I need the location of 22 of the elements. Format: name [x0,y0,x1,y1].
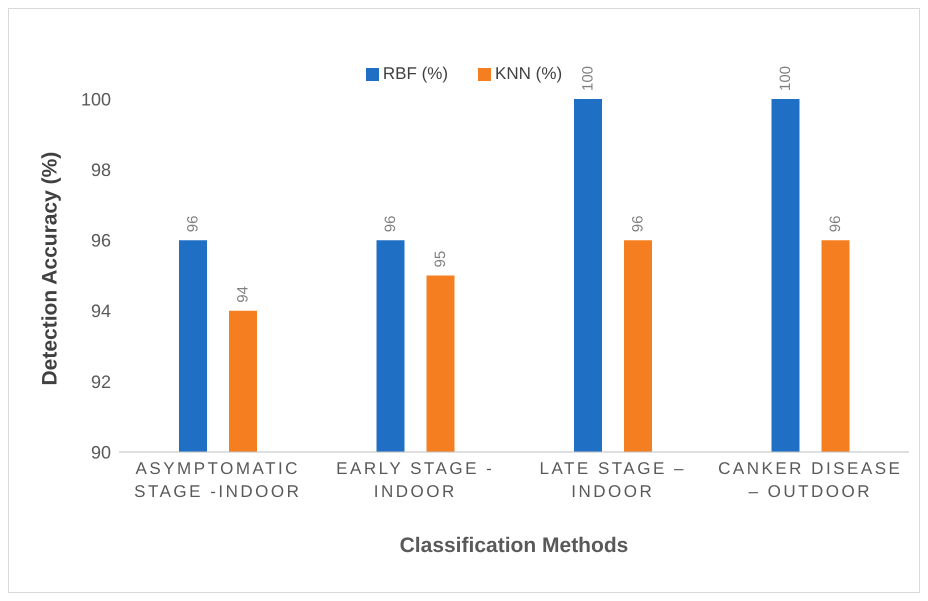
data-label: 96 [184,216,202,232]
data-label: 96 [827,216,844,232]
data-label: 94 [234,286,252,303]
y-tick-label: 96 [90,230,111,251]
x-tick-label: LATE STAGE – INDOOR [539,459,686,501]
data-label: 96 [630,216,646,232]
data-label: 95 [432,250,449,268]
x-axis-title: Classification Methods [400,534,628,557]
legend-label: RBF (%) [382,64,448,83]
y-tick-label: 98 [90,160,111,180]
y-tick-label: 90 [90,442,111,462]
data-label: 100 [777,66,794,91]
x-tick-label: ASYMPTOMATIC STAGE -INDOOR [134,459,302,501]
x-tick-label: CANKER DISEASE – OUTDOOR [718,459,902,501]
data-label: 96 [382,216,399,232]
y-tick-label: 94 [90,301,111,322]
data-label: 100 [580,66,596,91]
y-tick-label: 100 [80,89,111,110]
y-tick-label: 92 [90,372,111,392]
legend-label: KNN (%) [495,64,562,83]
x-tick-label: EARLY STAGE - INDOOR [336,459,494,501]
y-axis-title: Detection Accuracy (%) [38,152,62,386]
